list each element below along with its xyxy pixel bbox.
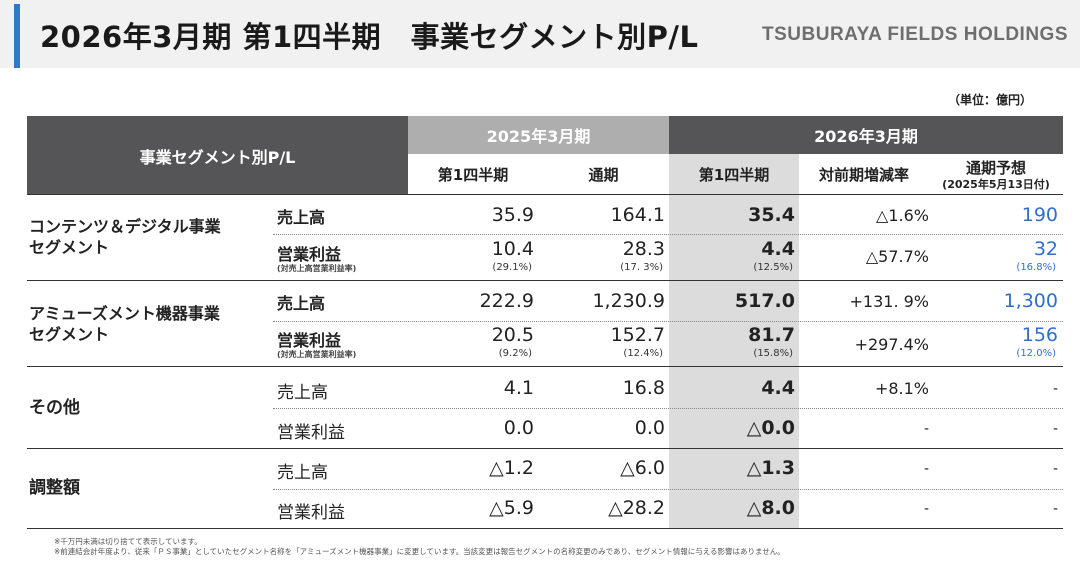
pct-q1-2026: (15.8%) (753, 348, 793, 359)
value-yoy: +8.1% (874, 379, 929, 398)
footnote: ※前連結会計年度より、従来「ＰＳ事業」としていたセグメント名称を「アミューズメン… (54, 547, 785, 556)
value-full-2025: 164.1 (610, 204, 665, 226)
row-label-op-profit: 営業利益 (277, 423, 345, 443)
row-label-sales: 売上高 (277, 208, 326, 227)
value-full-2025: 1,230.9 (592, 290, 665, 312)
value-full-2025: △28.2 (608, 497, 665, 519)
value-q1-2025: △5.9 (489, 497, 534, 519)
row-sublabel-margin: (対売上高営業利益率) (277, 264, 357, 273)
value-q1-2026: △1.3 (746, 457, 795, 479)
value-forecast: 156 (1021, 324, 1058, 346)
value-yoy: +131. 9% (849, 292, 930, 311)
row-label-sales: 売上高 (277, 294, 326, 313)
rule-dotted (273, 408, 1063, 409)
value-q1-2025: 35.9 (491, 204, 534, 226)
segment-label: コンテンツ＆デジタル事業 セグメント (29, 216, 221, 258)
segment-label: アミューズメント機器事業 セグメント (29, 303, 220, 345)
pct-forecast: (12.0%) (1016, 348, 1056, 359)
value-forecast: - (1052, 461, 1058, 477)
segment-label: その他 (29, 398, 80, 418)
pct-q1-2025: (9.2%) (498, 348, 532, 359)
value-q1-2026: 4.4 (761, 377, 795, 399)
value-full-2025: 152.7 (610, 324, 665, 346)
value-forecast: 1,300 (1003, 290, 1058, 312)
value-full-2025: 28.3 (622, 238, 665, 260)
q1-2026-column-shade (669, 194, 799, 528)
value-forecast: - (1052, 501, 1058, 517)
value-forecast: - (1052, 421, 1058, 437)
company-logo-text: TSUBURAYA FIELDS HOLDINGS (762, 24, 1068, 45)
segment-pl-table: 事業セグメント別P/L 2025年3月期 2026年3月期 第1四半期 通期 第… (27, 116, 1063, 529)
value-q1-2025: △1.2 (489, 457, 534, 479)
value-forecast: - (1052, 381, 1058, 397)
row-label-sales: 売上高 (277, 463, 328, 483)
row-label-op-profit: 営業利益 (277, 245, 342, 264)
value-full-2025: 0.0 (634, 417, 665, 439)
q1-2026-header-shade (669, 154, 799, 194)
rule-segment (27, 448, 1063, 449)
col-forecast-label: 通期予想 (965, 159, 1026, 177)
value-yoy: - (923, 501, 929, 517)
page-header: 2026年3月期 第1四半期 事業セグメント別P/L TSUBURAYA FIE… (0, 0, 1080, 68)
col-forecast-note: (2025年5月13日付) (942, 178, 1050, 191)
value-q1-2025: 4.1 (503, 377, 534, 399)
rule-header-bottom (27, 194, 1063, 195)
row-sublabel-margin: (対売上高営業利益率) (277, 350, 357, 359)
value-q1-2025: 10.4 (491, 238, 534, 260)
pct-q1-2025: (29.1%) (492, 262, 532, 273)
rule-table-bottom (27, 528, 1063, 529)
pct-forecast: (16.8%) (1016, 262, 1056, 273)
row-label-op-profit: 営業利益 (277, 503, 345, 523)
header-accent-bar (14, 4, 20, 68)
period-2025-label: 2025年3月期 (486, 127, 591, 146)
value-yoy: △57.7% (865, 247, 929, 266)
segment-name: コンテンツ＆デジタル事業 セグメント (29, 217, 221, 257)
value-q1-2026: 35.4 (748, 204, 795, 226)
col-yoy: 対前期増減率 (818, 166, 909, 184)
pct-full-2025: (12.4%) (623, 348, 663, 359)
header-2025-cell (408, 116, 669, 154)
value-yoy: - (923, 421, 929, 437)
value-q1-2025: 0.0 (503, 417, 534, 439)
value-forecast: 32 (1033, 238, 1058, 260)
value-q1-2026: △8.0 (746, 497, 795, 519)
rule-segment (27, 280, 1063, 281)
page-title: 2026年3月期 第1四半期 事業セグメント別P/L (40, 20, 699, 54)
value-yoy: +297.4% (854, 335, 929, 354)
rule-dotted (273, 489, 1063, 490)
rule-dotted (273, 321, 1063, 322)
corner-label: 事業セグメント別P/L (139, 148, 296, 167)
col-q1-2025: 第1四半期 (437, 166, 509, 184)
row-label-op-profit: 営業利益 (277, 331, 342, 350)
rule-dotted (273, 234, 1063, 235)
header-2026-cell (669, 116, 1063, 154)
pct-full-2025: (17. 3%) (620, 262, 663, 273)
value-yoy: △1.6% (876, 206, 929, 225)
col-q1-2026: 第1四半期 (698, 166, 770, 184)
col-forecast: 通期予想 (2025年5月13日付) (929, 157, 1063, 192)
period-2026-label: 2026年3月期 (814, 127, 918, 146)
value-full-2025: 16.8 (622, 377, 665, 399)
value-q1-2026: 81.7 (748, 324, 795, 346)
value-q1-2026: 4.4 (761, 238, 795, 260)
rule-segment (27, 366, 1063, 367)
value-forecast: 190 (1021, 204, 1058, 226)
segment-label: 調整額 (29, 478, 80, 498)
value-q1-2025: 222.9 (479, 290, 534, 312)
row-label-sales: 売上高 (277, 383, 328, 403)
pct-q1-2026: (12.5%) (753, 262, 793, 273)
value-q1-2026: △0.0 (746, 417, 795, 439)
segment-name: アミューズメント機器事業 セグメント (29, 304, 220, 344)
corner-header-cell (27, 116, 408, 194)
footnote: ※千万円未満は切り捨てて表示しています。 (54, 537, 202, 546)
value-q1-2025: 20.5 (491, 324, 534, 346)
value-full-2025: △6.0 (620, 457, 665, 479)
value-yoy: - (923, 461, 929, 477)
value-q1-2026: 517.0 (734, 290, 795, 312)
col-full-2025: 通期 (588, 166, 619, 184)
unit-label: （単位：億円） (947, 93, 1032, 107)
